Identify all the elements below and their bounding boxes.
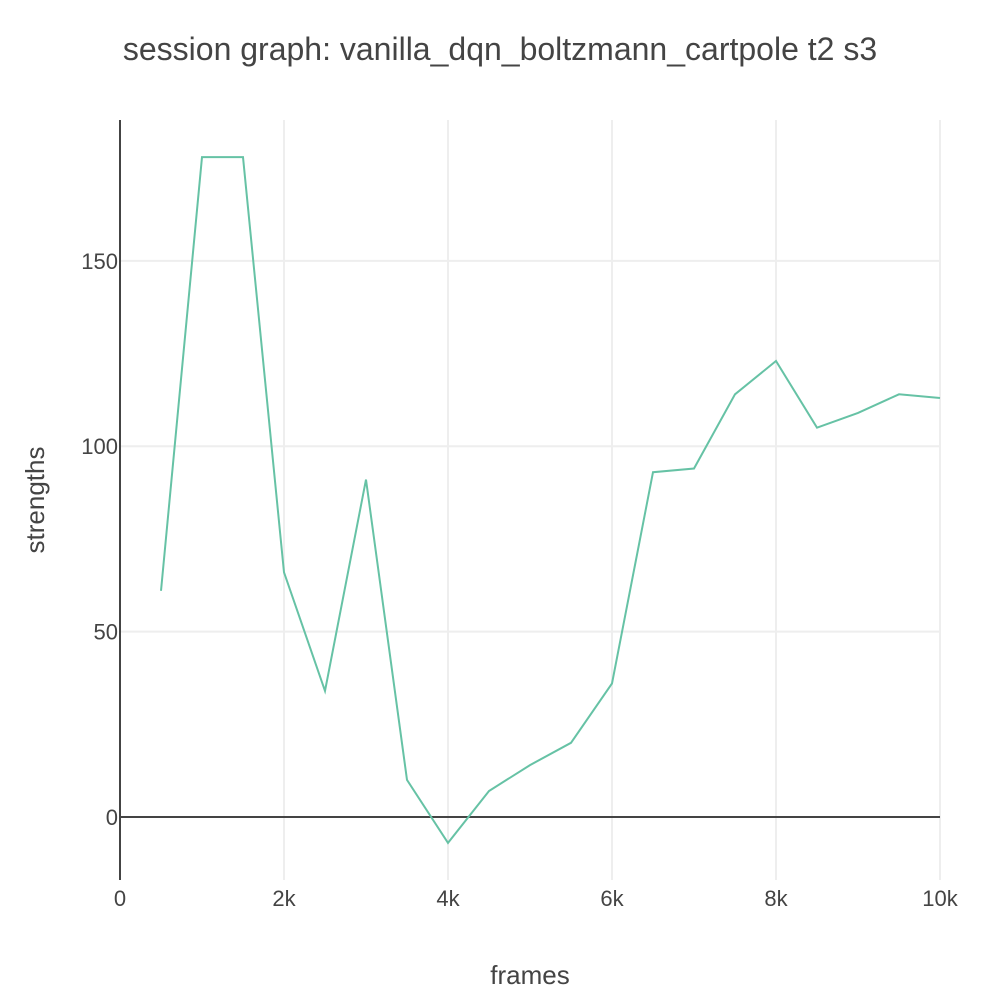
y-tick-label: 150: [81, 249, 118, 274]
x-tick-label: 4k: [436, 886, 460, 911]
chart-title: session graph: vanilla_dqn_boltzmann_car…: [123, 31, 877, 67]
y-tick-label: 100: [81, 434, 118, 459]
x-tick-label: 10k: [922, 886, 958, 911]
x-tick-label: 8k: [764, 886, 788, 911]
x-tick-label: 6k: [600, 886, 624, 911]
y-axis-title: strengths: [20, 447, 50, 554]
series-line: [160, 156, 941, 845]
grid: [120, 120, 941, 880]
x-tick-label: 2k: [272, 886, 296, 911]
series-layer: [160, 156, 941, 845]
y-tick-label: 50: [94, 620, 118, 645]
x-tick-label: 0: [114, 886, 126, 911]
tick-labels: 0 2k 4k 6k 8k 10k 0 50 100 150: [81, 249, 958, 911]
axes: [119, 120, 940, 880]
x-axis-title: frames: [490, 960, 569, 990]
y-tick-label: 0: [106, 805, 118, 830]
